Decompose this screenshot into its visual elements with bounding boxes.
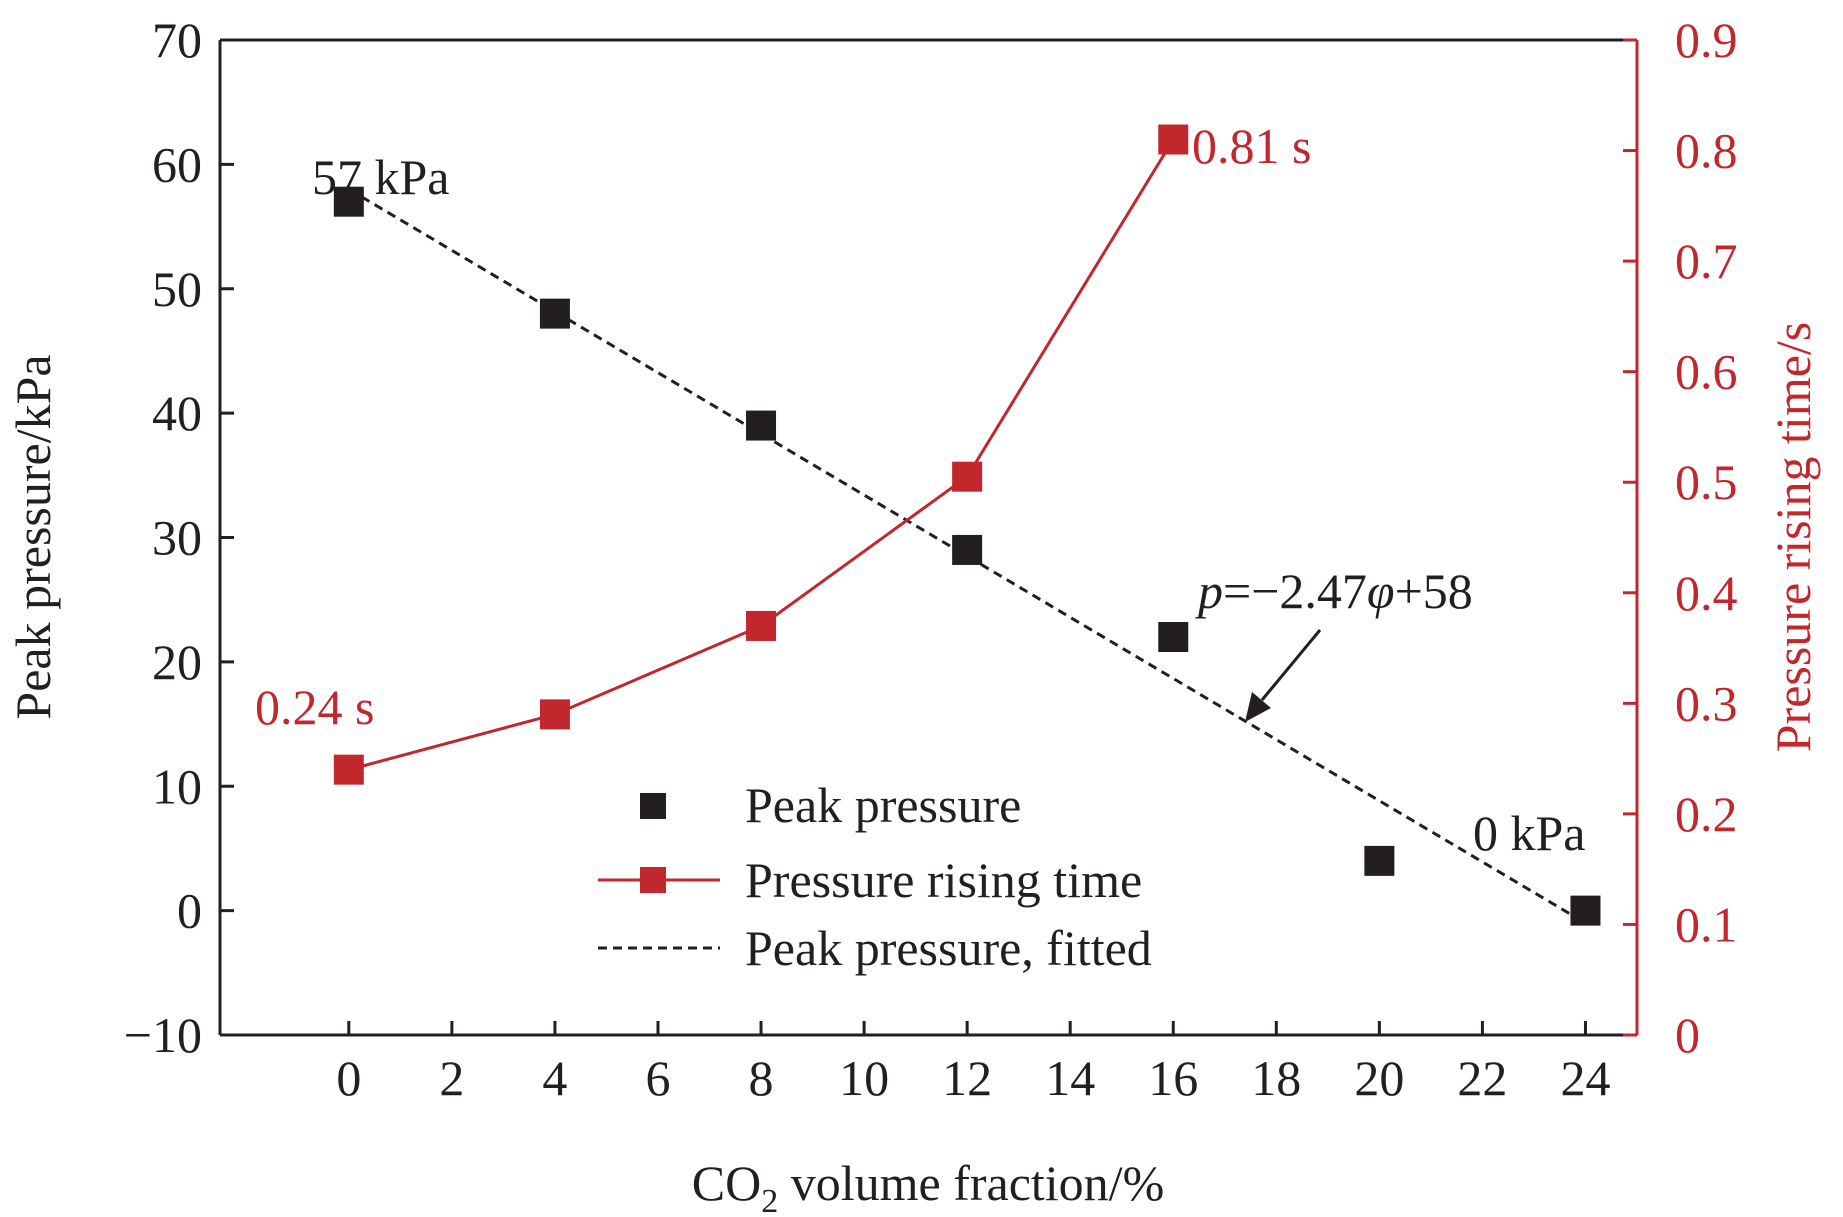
legend-marker-peak-pressure [640, 793, 666, 819]
peak-pressure-point-6 [1570, 895, 1601, 926]
y2-tick-label-1: 0.1 [1675, 896, 1738, 952]
y2-tick-label-8: 0.8 [1675, 123, 1738, 179]
legend-label-fitted: Peak pressure, fitted [745, 920, 1152, 976]
x-tick-label-6: 12 [942, 1050, 992, 1106]
annotation-time-end: 0.81 s [1192, 118, 1311, 174]
x-tick-label-2: 4 [542, 1050, 567, 1106]
equation-arrow-shaft [1260, 629, 1322, 701]
y-tick-label-2: 10 [152, 758, 202, 814]
x-tick-label-8: 16 [1148, 1050, 1198, 1106]
y2-tick-label-9: 0.9 [1675, 12, 1738, 68]
x-tick-label-10: 20 [1354, 1050, 1404, 1106]
peak-pressure-point-0 [333, 186, 364, 217]
y-tick-label-8: 70 [152, 12, 202, 68]
x-axis-title-suffix: volume fraction/% [778, 1155, 1164, 1211]
peak-pressure-point-2 [746, 410, 777, 441]
annotation-peak-end: 0 kPa [1473, 805, 1586, 861]
y-tick-label-5: 40 [152, 385, 202, 441]
equation-arrow [1245, 629, 1322, 722]
x-axis-title-subscript: 2 [761, 1183, 778, 1217]
y-axis-title: Peak pressure/kPa [5, 354, 61, 719]
rising-time-point-4 [1158, 124, 1189, 155]
y-tick-label-0: −10 [124, 1007, 202, 1063]
y2-tick-label-2: 0.2 [1675, 786, 1738, 842]
fit-equation-phi: φ [1367, 563, 1395, 619]
rising-time-point-3 [952, 461, 983, 492]
x-tick-label-1: 2 [439, 1050, 464, 1106]
fit-equation-var: p [1195, 563, 1223, 619]
ticks-layer: 0 2 4 6 8 10 12 14 16 18 20 22 24−100102030405060700… [124, 12, 1738, 1106]
rising-time-point-0 [333, 754, 364, 785]
x-tick-label-12: 24 [1560, 1050, 1610, 1106]
legend-marker-rising-time [640, 867, 666, 893]
y2-tick-label-3: 0.3 [1675, 675, 1738, 731]
peak-pressure-point-5 [1364, 845, 1395, 876]
rising-time-point-2 [746, 610, 777, 641]
fit-equation-mid: =−2.47 [1223, 563, 1367, 619]
annotation-peak-start: 57 kPa [312, 149, 450, 205]
x-tick-label-0: 0 [336, 1050, 361, 1106]
peak-pressure-series [333, 186, 1601, 926]
y2-tick-label-4: 0.4 [1675, 565, 1738, 621]
y-tick-label-3: 20 [152, 634, 202, 690]
y2-tick-label-7: 0.7 [1675, 233, 1738, 289]
x-axis-title-prefix: CO [692, 1155, 761, 1211]
peak-pressure-point-3 [952, 534, 983, 565]
rising-time-point-1 [539, 699, 570, 730]
rising-time-series [333, 124, 1189, 785]
equation-arrow-head [1245, 692, 1271, 722]
legend-label-peak-pressure: Peak pressure [745, 777, 1021, 833]
legend-label-rising-time: Pressure rising time [745, 852, 1142, 908]
legend: Peak pressure Pressure rising time Peak … [598, 777, 1152, 976]
x-tick-label-9: 18 [1251, 1050, 1301, 1106]
fit-equation-tail: +58 [1395, 563, 1473, 619]
x-tick-label-11: 22 [1457, 1050, 1507, 1106]
y2-tick-label-5: 0.5 [1675, 454, 1738, 510]
y-tick-label-7: 60 [152, 136, 202, 192]
peak-pressure-point-1 [539, 298, 570, 329]
x-tick-label-4: 8 [749, 1050, 774, 1106]
rising-time-line [348, 138, 1175, 772]
y2-axis-title: Pressure rising time/s [1765, 322, 1821, 753]
x-tick-label-7: 14 [1045, 1050, 1095, 1106]
fit-equation: p=−2.47φ+58 [1195, 563, 1473, 619]
x-tick-label-5: 10 [839, 1050, 889, 1106]
x-tick-label-3: 6 [645, 1050, 670, 1106]
y-tick-label-1: 0 [177, 883, 202, 939]
y2-tick-label-6: 0.6 [1675, 344, 1738, 400]
y-tick-label-6: 50 [152, 261, 202, 317]
y2-tick-label-0: 0 [1675, 1007, 1700, 1063]
peak-pressure-point-4 [1158, 622, 1189, 652]
annotation-time-start: 0.24 s [255, 679, 374, 735]
x-axis-title: CO2 volume fraction/% [692, 1155, 1164, 1217]
y-tick-label-4: 30 [152, 510, 202, 566]
